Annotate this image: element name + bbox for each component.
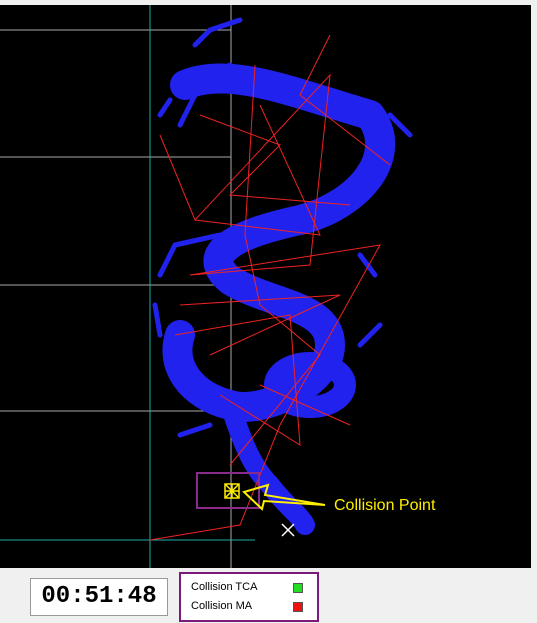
x-marker [281,523,295,537]
red-links [149,34,391,541]
dragon-spikes [152,17,413,438]
collision-marker [224,483,240,499]
arrow [242,483,326,511]
legend: Collision TCA Collision MA [179,572,319,622]
viewport: Collision Point [0,5,531,568]
legend-label: Collision TCA [191,581,258,593]
dragon-tail [220,395,315,535]
collision-box [196,472,260,509]
legend-swatch [293,583,303,593]
legend-label: Collision MA [191,600,253,612]
annotation: Collision Point [334,497,436,514]
timer: 00:51:48 [30,578,168,616]
legend-swatch [293,602,303,612]
